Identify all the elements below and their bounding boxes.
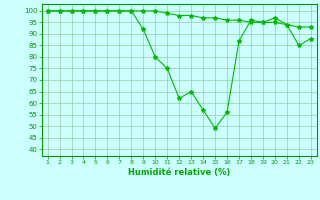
X-axis label: Humidité relative (%): Humidité relative (%) — [128, 168, 230, 177]
